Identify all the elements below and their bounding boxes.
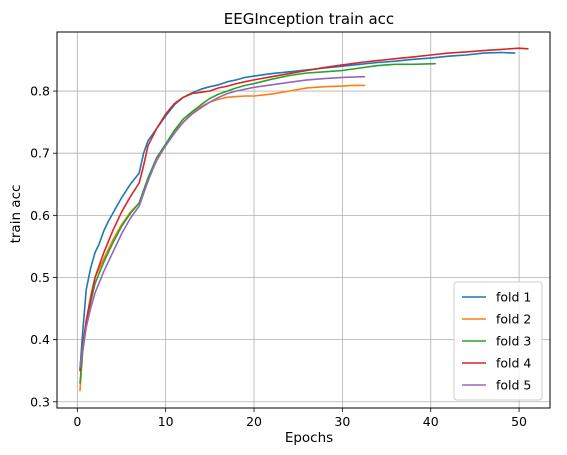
series-line-fold-1 xyxy=(79,51,516,371)
legend: fold 1 fold 2 fold 3 fold 4 fold 5 xyxy=(453,281,543,401)
chart-title: EEGInception train acc xyxy=(224,10,394,28)
legend-label: fold 3 xyxy=(496,334,531,349)
legend-box xyxy=(453,281,543,401)
x-tick-label: 30 xyxy=(334,414,350,429)
y-tick-label: 0.5 xyxy=(30,270,50,285)
x-tick-label: 20 xyxy=(246,414,262,429)
grid xyxy=(57,32,550,408)
y-axis: 0.3 0.4 0.5 0.6 0.7 0.8 xyxy=(30,84,57,409)
series-line-fold-2 xyxy=(79,84,366,392)
series-line-fold-5 xyxy=(79,75,366,369)
plot-frame xyxy=(56,31,551,409)
y-tick-label: 0.6 xyxy=(30,208,50,223)
x-axis: 0 10 20 30 40 50 xyxy=(73,408,527,429)
x-tick-label: 40 xyxy=(423,414,439,429)
x-tick-label: 50 xyxy=(511,414,527,429)
legend-label: fold 5 xyxy=(496,378,531,393)
y-axis-label: train acc xyxy=(8,185,24,244)
y-tick-label: 0.4 xyxy=(30,332,50,347)
y-tick-label: 0.8 xyxy=(30,84,50,99)
series-line-fold-4 xyxy=(79,47,529,372)
y-tick-label: 0.3 xyxy=(30,394,50,409)
series-group xyxy=(79,47,529,392)
legend-label: fold 1 xyxy=(496,290,531,305)
legend-label: fold 4 xyxy=(496,356,531,371)
legend-label: fold 2 xyxy=(496,312,531,327)
y-tick-label: 0.7 xyxy=(30,146,50,161)
series-line-fold-3 xyxy=(79,62,436,384)
x-tick-label: 10 xyxy=(158,414,174,429)
x-axis-label: Epochs xyxy=(285,430,333,446)
x-tick-label: 0 xyxy=(73,414,81,429)
